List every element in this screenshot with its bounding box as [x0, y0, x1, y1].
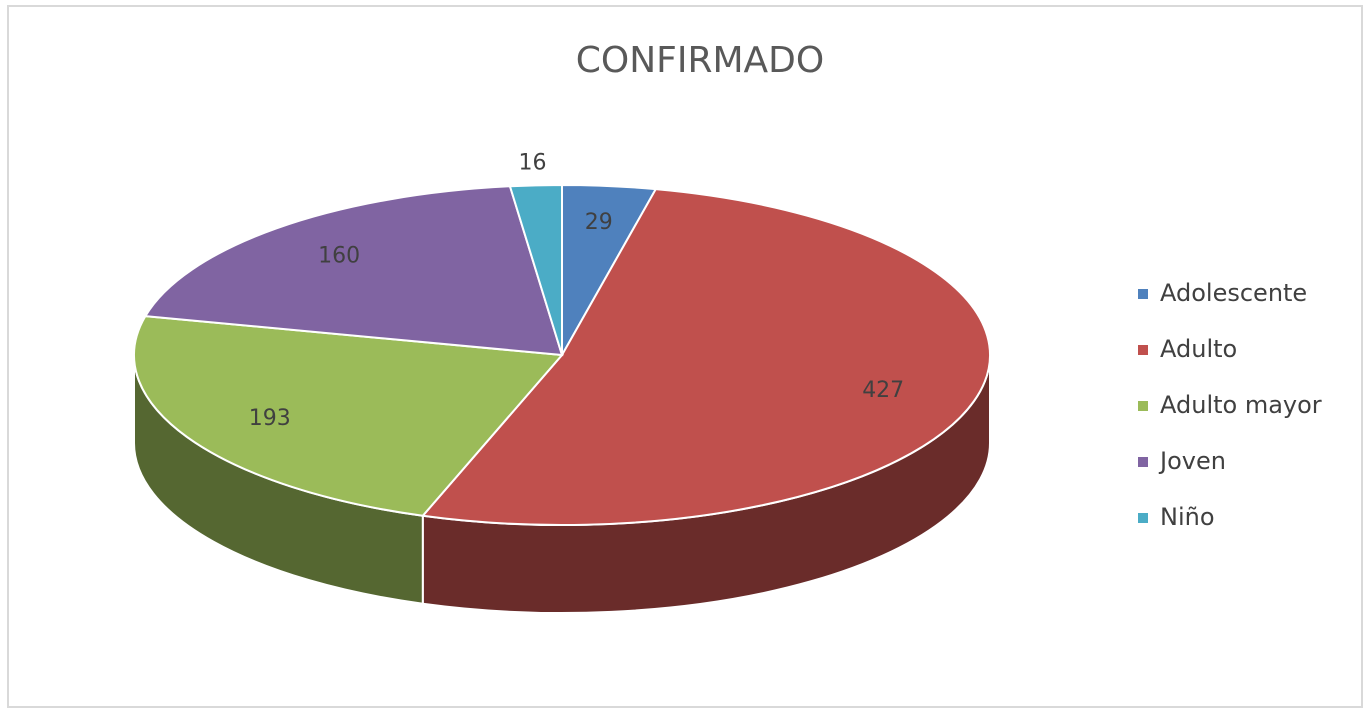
legend-swatch — [1138, 345, 1148, 355]
pie-slice — [133, 315, 565, 517]
pie-slice — [143, 185, 564, 357]
data-label: 29 — [585, 210, 613, 235]
data-label: 160 — [318, 243, 360, 268]
legend-swatch — [1138, 401, 1148, 411]
chart-title: CONFIRMADO — [576, 40, 824, 81]
pie-slice — [508, 183, 563, 356]
data-label: 427 — [862, 378, 904, 403]
legend-swatch — [1138, 457, 1148, 467]
legend-swatch — [1138, 513, 1148, 523]
legend-label: Niño — [1160, 503, 1215, 531]
legend-swatch — [1138, 289, 1148, 299]
legend-label: Adulto — [1160, 335, 1237, 363]
legend-label: Adolescente — [1160, 279, 1307, 307]
data-label: 16 — [519, 150, 547, 175]
legend-label: Adulto mayor — [1160, 391, 1322, 419]
legend-label: Joven — [1158, 447, 1226, 475]
pie-slice — [420, 188, 991, 526]
data-label: 193 — [249, 406, 291, 431]
